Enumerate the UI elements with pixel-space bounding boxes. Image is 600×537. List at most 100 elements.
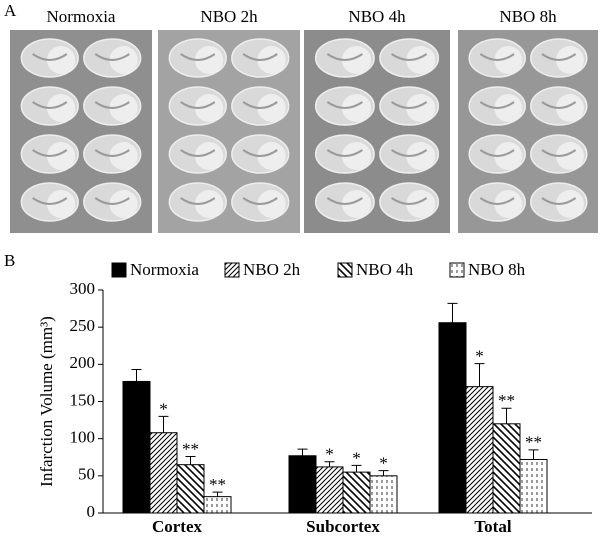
y-tick-label: 250	[70, 316, 96, 335]
infarct	[194, 94, 224, 122]
infarct	[109, 94, 138, 122]
error-bar	[501, 407, 512, 424]
y-tick-label: 50	[78, 465, 95, 484]
error-bar	[297, 448, 308, 456]
infarct	[257, 142, 286, 170]
x-tick-label: Subcortex	[306, 517, 380, 536]
infarct	[46, 46, 76, 74]
ventricle	[242, 53, 278, 61]
y-tick-label: 300	[70, 279, 96, 298]
ventricle	[391, 149, 428, 157]
infarct	[194, 46, 224, 74]
infarct	[406, 46, 436, 74]
infarct	[341, 142, 372, 170]
bar	[369, 475, 398, 514]
infarct	[257, 190, 286, 218]
ventricle	[94, 101, 130, 109]
legend-label: Normoxia	[130, 260, 199, 279]
bar	[519, 458, 548, 514]
legend-label: NBO 8h	[468, 260, 526, 279]
ventricle	[391, 101, 428, 109]
bar	[149, 432, 178, 514]
infarct	[406, 190, 436, 218]
panel-label: B	[4, 251, 15, 270]
ventricle	[326, 101, 363, 109]
ventricle	[32, 149, 68, 157]
bar	[465, 386, 494, 514]
infarct	[341, 190, 372, 218]
significance: **	[498, 391, 515, 410]
bar	[288, 455, 317, 514]
legend-swatch	[337, 262, 353, 278]
panel-label: A	[4, 1, 17, 20]
ventricle	[479, 197, 515, 205]
ventricle	[32, 53, 68, 61]
slice-photos	[10, 30, 598, 233]
infarct	[194, 142, 224, 170]
y-tick-label: 0	[87, 502, 96, 521]
ventricle	[94, 149, 130, 157]
significance: *	[475, 346, 484, 365]
ventricle	[326, 197, 363, 205]
error-bar	[378, 470, 389, 476]
ventricle	[479, 101, 515, 109]
infarct	[406, 142, 436, 170]
bar	[315, 466, 344, 514]
ventricle	[541, 149, 577, 157]
bar	[492, 423, 521, 514]
error-bar	[212, 491, 223, 497]
ventricle	[180, 53, 216, 61]
infarct	[556, 46, 584, 74]
infarct	[494, 190, 523, 218]
bar	[438, 322, 467, 514]
error-bar	[185, 456, 196, 465]
error-bar	[474, 363, 485, 387]
error-bar	[351, 464, 362, 473]
error-bar	[324, 461, 335, 467]
error-bar	[158, 415, 169, 433]
ventricle	[326, 53, 363, 61]
y-tick-label: 200	[70, 353, 96, 372]
ventricle	[32, 197, 68, 205]
legend-label: NBO 2h	[243, 260, 301, 279]
error-bar	[528, 449, 539, 460]
ventricle	[94, 53, 130, 61]
legend-swatch	[224, 262, 240, 278]
legend-label: NBO 4h	[356, 260, 414, 279]
infarct	[109, 142, 138, 170]
x-tick-label: Total	[474, 517, 511, 536]
ventricle	[180, 101, 216, 109]
legend-swatch	[111, 262, 127, 278]
ventricle	[391, 53, 428, 61]
bar	[176, 464, 205, 514]
legend-swatch	[449, 262, 465, 278]
significance: *	[352, 448, 361, 467]
infarct	[341, 46, 372, 74]
ventricle	[242, 101, 278, 109]
infarct	[341, 94, 372, 122]
ventricle	[242, 149, 278, 157]
ventricle	[541, 101, 577, 109]
ventricle	[326, 149, 363, 157]
bar	[203, 496, 232, 514]
error-bar	[131, 369, 142, 382]
infarct	[257, 94, 286, 122]
ventricle	[242, 197, 278, 205]
ventricle	[479, 149, 515, 157]
y-tick-label: 150	[70, 390, 96, 409]
significance: **	[182, 439, 199, 458]
infarct	[194, 190, 224, 218]
ventricle	[180, 197, 216, 205]
ventricle	[180, 149, 216, 157]
infarct	[556, 142, 584, 170]
ventricle	[479, 53, 515, 61]
bar	[342, 471, 371, 514]
column-label: Normoxia	[47, 7, 116, 26]
infarct	[46, 190, 76, 218]
significance: *	[379, 454, 388, 473]
infarct	[406, 94, 436, 122]
x-tick-label: Cortex	[152, 517, 203, 536]
infarct	[556, 94, 584, 122]
ventricle	[94, 197, 130, 205]
